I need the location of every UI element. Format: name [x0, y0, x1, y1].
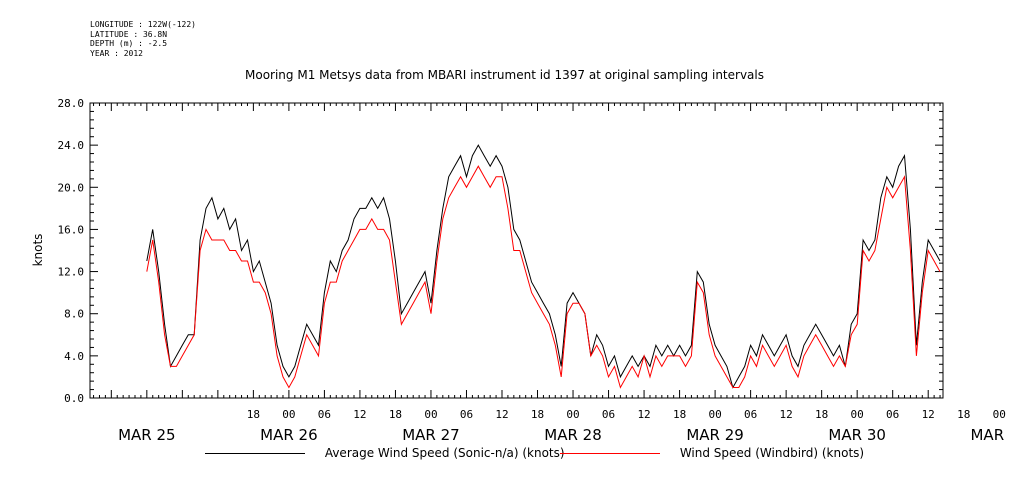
x-tick-label: 00 — [993, 408, 1006, 421]
x-tick-label: 12 — [353, 408, 366, 421]
x-tick-label: 18 — [531, 408, 544, 421]
x-tick-label: 12 — [637, 408, 650, 421]
x-tick-label: 06 — [460, 408, 473, 421]
x-tick-label: 00 — [851, 408, 864, 421]
plot-frame — [89, 102, 944, 399]
legend-swatch-black — [205, 453, 305, 454]
y-tick-label: 0.0 — [64, 392, 84, 405]
x-tick-label: 18 — [673, 408, 686, 421]
x-day-label: MAR 28 — [544, 426, 601, 444]
x-tick-label: 06 — [744, 408, 757, 421]
x-tick-label: 12 — [780, 408, 793, 421]
legend-item-average: Average Wind Speed (Sonic-n/a) (knots) — [205, 446, 565, 462]
y-tick-label: 8.0 — [64, 308, 84, 321]
x-tick-label: 18 — [815, 408, 828, 421]
year-text: YEAR : 2012 — [90, 48, 143, 58]
y-tick-labels: 0.0 4.0 8.0 12.0 16.0 20.0 24.0 28.0 — [58, 97, 85, 405]
legend-item-windbird: Wind Speed (Windbird) (knots) — [560, 446, 864, 462]
legend-label-average: Average Wind Speed (Sonic-n/a) (knots) — [324, 446, 565, 460]
y-tick-label: 16.0 — [58, 223, 85, 236]
x-tick-label: 00 — [708, 408, 721, 421]
x-tick-labels: 18 00 06 12 18 00 06 12 18 00 06 12 18 00 06 12 18 00 06 12… — [247, 408, 1006, 421]
y-axis-label: knots — [31, 234, 45, 267]
series-layer — [146, 144, 941, 389]
x-day-label: MAR 30 — [828, 426, 885, 444]
y-tick-label: 20.0 — [58, 181, 85, 194]
series-average-wind-speed-line — [146, 144, 941, 389]
x-tick-label: 18 — [389, 408, 402, 421]
y-tick-label: 4.0 — [64, 350, 84, 363]
depth-text: DEPTH (m) : -2.5 — [90, 39, 168, 48]
x-tick-label: 00 — [282, 408, 295, 421]
chart-title: Mooring M1 Metsys data from MBARI instru… — [245, 68, 764, 82]
legend-label-windbird: Wind Speed (Windbird) (knots) — [679, 446, 865, 460]
x-tick-label: 06 — [318, 408, 331, 421]
x-day-label: MAR 25 — [118, 426, 175, 444]
x-tick-label: 00 — [566, 408, 579, 421]
y-tick-label: 28.0 — [58, 97, 85, 110]
x-tick-label: 18 — [957, 408, 970, 421]
x-day-labels: MAR 25 MAR 26 MAR 27 MAR 28 MAR 29 MAR 30 MAR … — [118, 426, 1009, 444]
x-tick-label: 12 — [922, 408, 935, 421]
x-day-label: MAR 26 — [260, 426, 317, 444]
y-tick-label: 24.0 — [58, 139, 85, 152]
latitude-text: LATITUDE : 36.8N — [90, 29, 168, 39]
longitude-text: LONGITUDE : 122W(-122) — [90, 20, 196, 29]
y-tick-label: 12.0 — [58, 266, 85, 279]
x-tick-label: 00 — [424, 408, 437, 421]
x-tick-label: 06 — [886, 408, 899, 421]
metadata-block: LONGITUDE : 122W(-122) LATITUDE : 36.8N … — [90, 20, 196, 58]
x-tick-label: 12 — [495, 408, 508, 421]
x-day-label: MAR 27 — [402, 426, 459, 444]
series-windbird-wind-speed-line — [146, 165, 941, 389]
x-tick-label: 18 — [247, 408, 260, 421]
x-day-label: MAR 29 — [686, 426, 743, 444]
legend-swatch-red — [560, 453, 660, 454]
x-tick-label: 06 — [602, 408, 615, 421]
x-day-label: MAR 31 — [970, 426, 1009, 444]
